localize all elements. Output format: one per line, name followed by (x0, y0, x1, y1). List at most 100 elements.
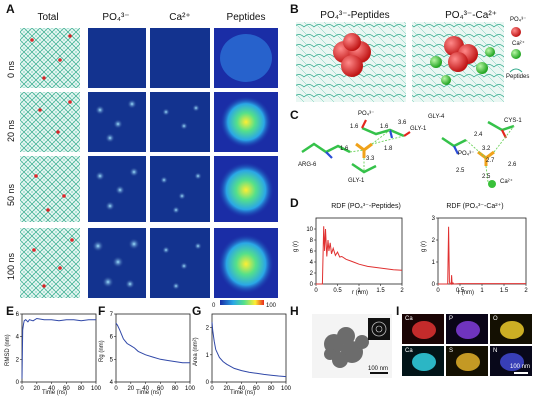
d-left-chart-ytick-label-3: 6 (310, 249, 314, 255)
c-rdist-6: 2.6 (508, 162, 517, 168)
h-scalebar-label: 100 nm (368, 366, 389, 372)
e-chart-xtick-label-5: 100 (91, 386, 102, 392)
g-chart-xtick-label-2: 40 (238, 386, 245, 392)
total-100ns-image (20, 228, 80, 298)
e-chart-xtick-label-0: 0 (20, 386, 24, 392)
d-right-chart-xtick-label-1: 0.5 (456, 288, 465, 294)
e-chart-axes (21, 313, 97, 383)
g-chart-xtick-label-0: 0 (210, 386, 214, 392)
c-label-ca: Ca²⁺ (500, 179, 513, 185)
panel-label-b: B (290, 2, 299, 16)
d-left-xlabel: r (nm) (352, 290, 368, 296)
panel-label-a: A (6, 2, 15, 16)
d-right-chart-ytick-label-1: 1 (432, 260, 436, 266)
b-title-right: PO₄³⁻-Ca²⁺ (445, 10, 497, 21)
c-label-po4: PO₄³⁻ (358, 111, 375, 117)
f-xlabel: Time (ns) (136, 390, 162, 396)
c-rdist-2: 3.2 (482, 146, 491, 152)
f-chart-ytick-label-2: 6 (110, 335, 114, 341)
d-left-chart-ytick-label-1: 2 (310, 271, 314, 277)
d-right-chart-xtick-label-2: 1 (480, 288, 484, 294)
g-chart-ytick-label-1: 1 (206, 353, 210, 359)
panel-d-charts: 0 0.5 1 1.5 2 0 2 4 6 8 10 0 0.5 1 1.5 2 0 1 2 3 (306, 216, 528, 294)
g-xlabel: Time (ns) (230, 390, 256, 396)
d-left-chart-ytick-label-5: 10 (306, 227, 313, 233)
d-left-chart-xtick-label-4: 2 (400, 288, 404, 294)
d-left-chart-xtick-label-2: 1 (357, 288, 361, 294)
total-0ns-image (20, 28, 80, 88)
header-po4: PO₄³⁻ (102, 12, 130, 23)
f-chart-ytick-label-0: 4 (110, 380, 114, 386)
legend-peptides: Peptides (506, 74, 530, 80)
i-channel-1: Ca (405, 316, 413, 322)
e-ylabel: RMSD (nm) (5, 334, 11, 366)
c-rdist-3: 2.7 (486, 158, 495, 164)
b-title-left: PO₄³⁻-Peptides (320, 10, 390, 21)
d-right-xlabel: r (nm) (458, 290, 474, 296)
legend-po4: PO₄³⁻ (510, 17, 527, 23)
i-channel-5: S (449, 348, 454, 354)
c-label-arg6: ARG-6 (298, 162, 317, 168)
ca-20ns-image (150, 92, 210, 152)
panel-c-image (301, 119, 515, 188)
f-chart-series-line (115, 322, 190, 364)
panel-b-image (296, 22, 523, 102)
g-chart-xtick-label-5: 100 (281, 386, 292, 392)
c-label-cys1: CYS-1 (504, 118, 522, 124)
g-chart-ytick-label-0: 0 (206, 380, 210, 386)
panel-label-i: I (396, 304, 400, 318)
d-right-ylabel: g (r) (421, 241, 427, 252)
colorbar-max: 100 (266, 303, 277, 309)
d-right-chart-series-line (438, 226, 526, 286)
c-dist-4: 1.8 (384, 146, 393, 152)
f-chart-xtick-label-4: 80 (172, 386, 179, 392)
c-rdist-1: 2.4 (474, 132, 483, 138)
c-dist-2: 1.6 (380, 124, 389, 130)
panel-i-eds-maps (402, 314, 532, 376)
f-chart-xtick-label-3: 60 (157, 386, 164, 392)
header-ca: Ca²⁺ (169, 12, 191, 23)
f-chart-axes (115, 313, 191, 383)
i-scalebar-label: 100 nm (510, 364, 531, 370)
header-peptides: Peptides (226, 12, 266, 23)
d-right-title: RDF (PO₄³⁻-Ca²⁺) (446, 203, 504, 210)
c-label-gly1-top: GLY-1 (410, 126, 427, 132)
d-left-chart-xtick-label-3: 1.5 (376, 288, 385, 294)
total-50ns-image (20, 156, 80, 222)
f-chart-ytick-label-3: 7 (110, 312, 114, 318)
d-right-chart-xtick-label-4: 2 (524, 288, 528, 294)
f-chart-xtick-label-1: 20 (127, 386, 134, 392)
d-left-chart-series-line (316, 226, 403, 285)
d-left-chart-ytick-label-4: 8 (310, 238, 314, 244)
ca-100ns-image (150, 228, 210, 298)
i-channel-4: Ca (405, 348, 413, 354)
f-chart-xtick-label-2: 40 (142, 386, 149, 392)
po4-0ns-image (88, 28, 146, 88)
c-rdist-5: 2.5 (482, 174, 491, 180)
d-left-chart-xtick-label-1: 0.5 (333, 288, 342, 294)
d-left-title: RDF (PO₄³⁻-Peptides) (331, 203, 401, 210)
panel-label-g: G (192, 304, 202, 318)
header-total: Total (37, 12, 59, 23)
d-left-chart-xtick-label-0: 0 (314, 288, 318, 294)
e-chart-series-line (21, 317, 96, 379)
g-chart-xtick-label-1: 20 (223, 386, 230, 392)
c-label-po4-right: PO₄³⁻ (458, 151, 475, 157)
panel-a-grid (20, 28, 278, 305)
panel-h-tem-image (312, 314, 392, 378)
g-chart-ytick-label-2: 2 (206, 326, 210, 332)
d-right-chart-xtick-label-0: 0 (436, 288, 440, 294)
e-chart-xtick-label-2: 40 (48, 386, 55, 392)
panel-label-f: F (98, 304, 106, 318)
ca-0ns-image (150, 28, 210, 88)
d-right-chart-ytick-label-3: 3 (432, 216, 436, 222)
e-chart-ytick-label-1: 2 (16, 357, 20, 363)
e-chart-xtick-label-4: 80 (78, 386, 85, 392)
c-rdist-4: 2.5 (456, 168, 465, 174)
e-chart-xtick-label-1: 20 (33, 386, 40, 392)
g-chart-xtick-label-4: 80 (268, 386, 275, 392)
d-right-chart-axes (437, 217, 527, 285)
i-channel-3: O (493, 316, 498, 322)
c-label-gly1-bottom: GLY-1 (348, 178, 365, 184)
